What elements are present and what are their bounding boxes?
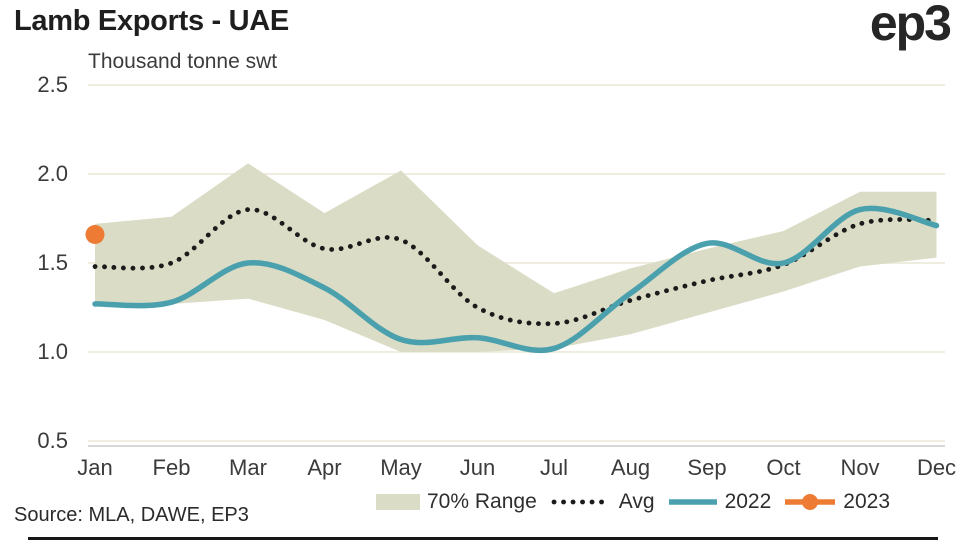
x-tick-label: Aug [610,455,651,480]
point-2023 [85,225,105,245]
x-tick-label: Jun [459,455,496,480]
y-tick-label: 2.5 [37,72,68,97]
range-band [95,163,937,352]
source-note: Source: MLA, DAWE, EP3 [14,504,249,526]
ep3-logo: ep3 [869,0,952,51]
y-tick-label: 2.0 [37,161,68,186]
x-tick-label: Dec [916,455,957,480]
x-tick-label: Oct [766,455,801,480]
legend-item-2023: 2023 [784,490,890,514]
y-tick-label: 1.0 [37,339,68,364]
solid-line-icon [668,499,717,505]
bottom-border [28,537,938,540]
range-band-swatch [376,494,420,510]
x-tick-label: Jan [77,455,113,480]
legend-label-2022: 2022 [724,490,772,513]
legend-item-2022: 2022 [668,490,772,514]
x-tick-label: Nov [840,455,880,480]
x-tick-label: Feb [152,455,191,480]
y-axis-unit-label: Thousand tonne swt [88,50,278,73]
dotted-line-icon [551,499,611,505]
legend-label-2023: 2023 [843,490,890,513]
x-tick-label: May [380,455,422,480]
legend-label-range: 70% Range [427,490,537,513]
x-tick-label: Mar [229,455,267,480]
chart-legend: 70% Range Avg 2022 2023 [376,490,890,514]
x-tick-label: Sep [687,455,727,480]
legend-item-avg: Avg [550,490,655,514]
line-2022 [92,205,940,354]
x-tick-label: Jul [539,455,569,480]
page-title: Lamb Exports - UAE [14,5,289,37]
line-with-dot-icon [785,494,836,510]
x-tick-label: Apr [307,455,342,480]
y-tick-label: 0.5 [37,428,68,453]
legend-item-range: 70% Range [376,490,537,514]
y-tick-label: 1.5 [37,250,68,275]
legend-label-avg: Avg [618,490,655,513]
